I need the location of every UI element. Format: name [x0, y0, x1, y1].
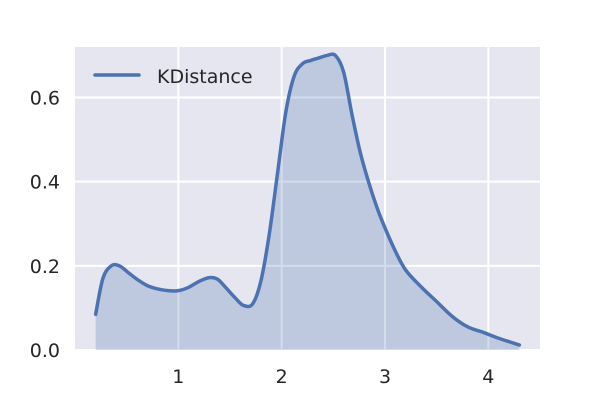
grid	[75, 47, 540, 351]
density-line	[93, 52, 522, 347]
tick-labels: 1 2 3 4 0.0 0.2 0.4 0.6	[30, 88, 495, 389]
y-tick-label: 0.0	[30, 340, 60, 362]
legend: KDistance	[93, 66, 253, 88]
density-area-fill	[95, 54, 520, 351]
y-tick-label: 0.4	[30, 172, 60, 194]
x-tick-label: 2	[276, 366, 288, 388]
y-tick-label: 0.2	[30, 256, 60, 278]
x-tick-label: 3	[379, 366, 391, 388]
y-tick-label: 0.6	[30, 88, 60, 110]
series-layer	[93, 52, 522, 351]
x-tick-label: 1	[172, 366, 184, 388]
legend-label-kdistance: KDistance	[157, 66, 253, 88]
x-tick-label: 4	[482, 366, 494, 388]
